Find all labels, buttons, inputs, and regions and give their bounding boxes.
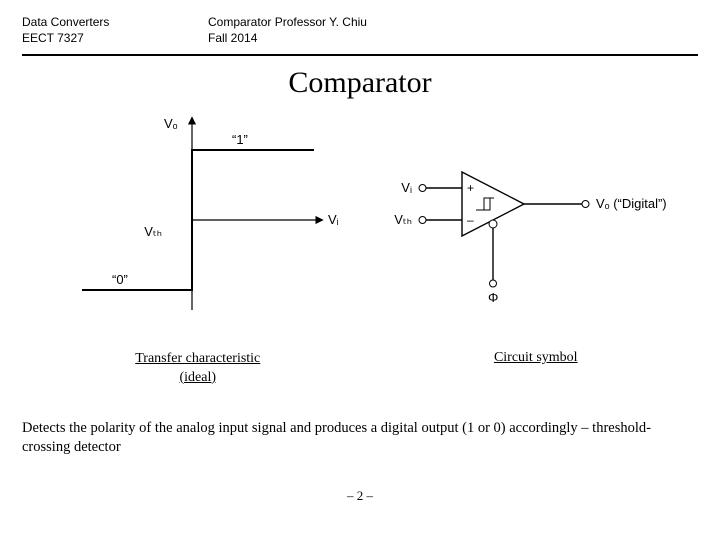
- header-right: Comparator Professor Y. Chiu Fall 2014: [208, 14, 367, 46]
- svg-text:Vₒ (“Digital”): Vₒ (“Digital”): [596, 196, 667, 211]
- svg-text:Vₜₕ: Vₜₕ: [144, 224, 162, 239]
- page-title: Comparator: [22, 66, 698, 100]
- course-name: Data Converters: [22, 14, 152, 30]
- svg-text:–: –: [467, 213, 474, 227]
- header-rule: [22, 54, 698, 56]
- caption-transfer-line1: Transfer characteristic: [135, 351, 260, 366]
- course-code: EECT 7327: [22, 30, 152, 46]
- semester: Fall 2014: [208, 30, 367, 46]
- transfer-characteristic-plot: Vₒ Vᵢ Vₜₕ “1” “0”: [22, 112, 374, 342]
- page-number: – 2 –: [22, 488, 698, 504]
- svg-text:+: +: [467, 181, 474, 195]
- body-text: Detects the polarity of the analog input…: [22, 419, 698, 457]
- svg-text:“0”: “0”: [112, 272, 128, 287]
- captions-row: Transfer characteristic (ideal) Circuit …: [22, 350, 698, 386]
- circuit-svg: + – Vᵢ Vₜₕ Φ Vₒ (“Digital”): [374, 132, 704, 342]
- svg-text:Vᵢ: Vᵢ: [401, 180, 412, 195]
- svg-text:“1”: “1”: [232, 132, 248, 147]
- caption-circuit: Circuit symbol: [374, 350, 698, 386]
- transfer-svg: Vₒ Vᵢ Vₜₕ “1” “0”: [22, 112, 382, 322]
- topic-professor: Comparator Professor Y. Chiu: [208, 14, 367, 30]
- caption-transfer-line2: (ideal): [179, 370, 216, 385]
- caption-transfer: Transfer characteristic (ideal): [22, 350, 374, 386]
- svg-text:Vₒ: Vₒ: [164, 116, 178, 131]
- circuit-symbol: + – Vᵢ Vₜₕ Φ Vₒ (“Digital”): [374, 112, 698, 342]
- slide-header: Data Converters EECT 7327 Comparator Pro…: [22, 14, 698, 52]
- caption-circuit-text: Circuit symbol: [494, 350, 578, 365]
- header-left: Data Converters EECT 7327: [22, 14, 152, 46]
- svg-text:Vᵢ: Vᵢ: [328, 212, 339, 227]
- figure-row: Vₒ Vᵢ Vₜₕ “1” “0” + – Vᵢ Vₜₕ Φ Vₒ (“Digital”): [22, 112, 698, 342]
- svg-text:Vₜₕ: Vₜₕ: [394, 212, 412, 227]
- svg-text:Φ: Φ: [488, 290, 498, 305]
